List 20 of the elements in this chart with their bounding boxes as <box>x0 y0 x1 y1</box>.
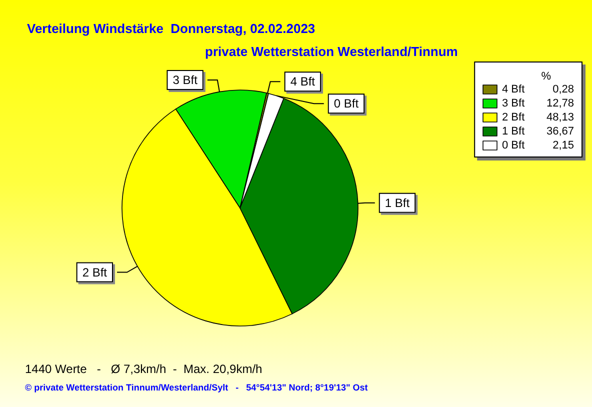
data-label: 36,67 <box>546 126 574 138</box>
legend-label: 1 Bft <box>502 126 525 138</box>
data-label: 48,13 <box>546 112 574 124</box>
legend-label: 2 Bft <box>502 112 525 124</box>
legend-title: % <box>541 70 552 82</box>
chart-subtitle: private Wetterstation Westerland/Tinnum <box>205 44 458 59</box>
slice-label: 1 Bft <box>384 196 410 210</box>
legend-label: 4 Bft <box>502 84 525 96</box>
legend-label: 0 Bft <box>502 140 525 152</box>
data-label: 0,28 <box>552 84 574 96</box>
slice-label: 2 Bft <box>82 265 108 280</box>
slice-label: 0 Bft <box>334 96 360 111</box>
slice-label: 4 Bft <box>290 74 316 89</box>
data-label: 12,78 <box>546 98 574 110</box>
slice-label: 3 Bft <box>172 72 198 87</box>
legend-label: 3 Bft <box>502 98 525 110</box>
text: © private Wetterstation Tinnum/Westerland/Sylt - 54°54'13" Nord; 8°19'13" Ost <box>25 382 368 392</box>
text: 1440 Werte - Ø 7,3km/h - Max. 20,9km/h <box>25 362 262 376</box>
chart-title: Verteilung Windstärke Donnerstag, 02.02.2023 <box>27 21 316 36</box>
data-label: 2,15 <box>552 140 574 152</box>
